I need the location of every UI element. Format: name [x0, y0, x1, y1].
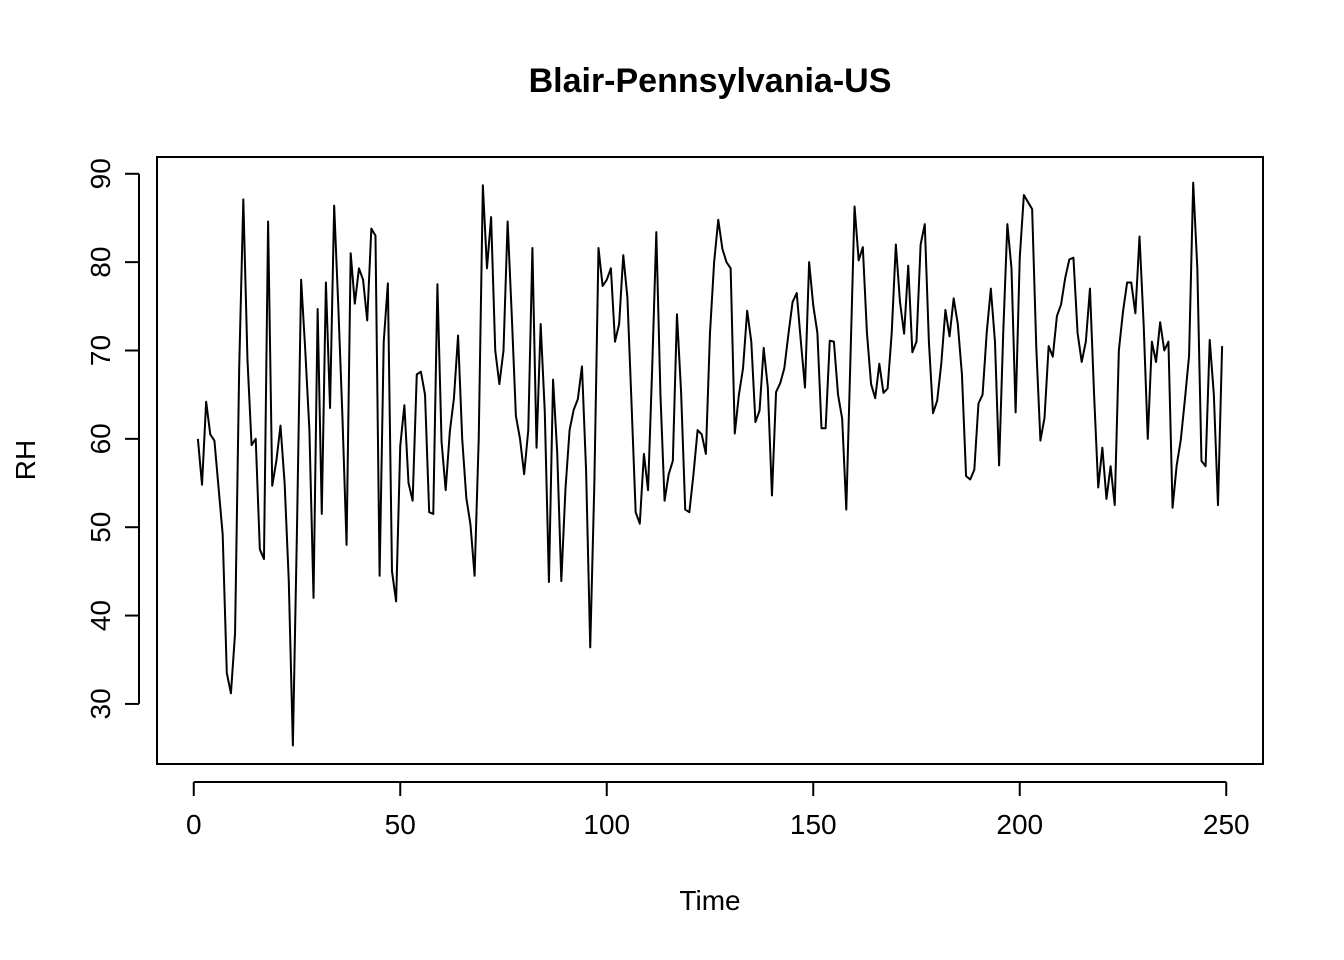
y-tick-label: 90 — [85, 158, 116, 189]
y-tick-label: 50 — [85, 512, 116, 543]
y-axis: 30 40 50 60 70 80 90 — [85, 158, 139, 719]
y-tick-label: 60 — [85, 423, 116, 454]
x-tick-label: 0 — [186, 809, 202, 840]
y-tick-label: 70 — [85, 335, 116, 366]
x-tick-label: 50 — [385, 809, 416, 840]
y-axis-label: RH — [10, 440, 41, 480]
chart-title: Blair-Pennsylvania-US — [529, 62, 892, 100]
x-tick-label: 100 — [583, 809, 630, 840]
x-axis-label: Time — [679, 885, 740, 916]
y-tick-label: 80 — [85, 247, 116, 278]
x-tick-label: 250 — [1203, 809, 1250, 840]
y-tick-label: 40 — [85, 600, 116, 631]
x-axis: 0 50 100 150 200 250 — [186, 782, 1250, 840]
x-tick-label: 200 — [996, 809, 1043, 840]
x-tick-label: 150 — [790, 809, 837, 840]
series-line — [198, 183, 1222, 746]
y-tick-label: 30 — [85, 688, 116, 719]
